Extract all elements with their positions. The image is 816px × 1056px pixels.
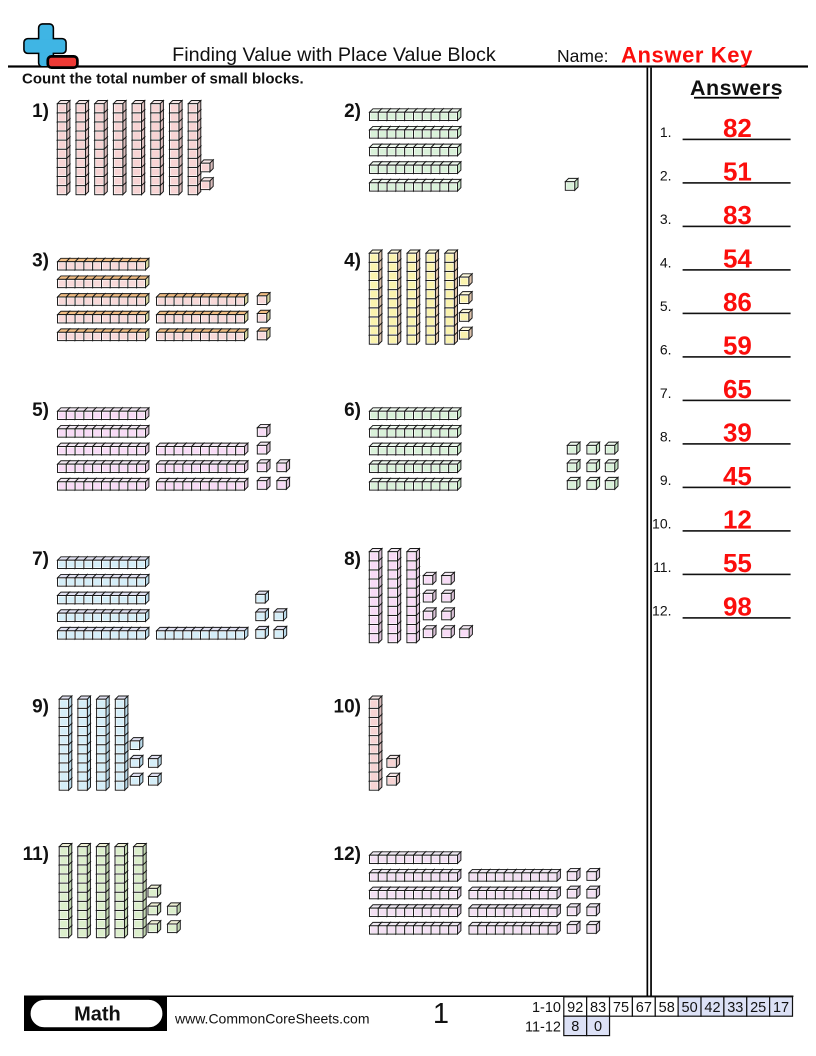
svg-text:Answers: Answers xyxy=(690,76,783,100)
svg-text:75: 75 xyxy=(613,1000,629,1016)
svg-text:5.: 5. xyxy=(660,298,672,314)
svg-text:1: 1 xyxy=(433,998,449,1030)
svg-text:1.: 1. xyxy=(660,124,672,140)
svg-text:Math: Math xyxy=(74,1003,121,1025)
svg-text:17: 17 xyxy=(773,1000,789,1016)
svg-text:25: 25 xyxy=(750,1000,766,1016)
svg-text:8): 8) xyxy=(344,549,361,570)
svg-text:83: 83 xyxy=(590,1000,606,1016)
svg-text:2.: 2. xyxy=(660,168,672,184)
svg-text:33: 33 xyxy=(727,1000,743,1016)
svg-text:0: 0 xyxy=(594,1019,602,1035)
svg-text:86: 86 xyxy=(723,287,752,317)
svg-text:6): 6) xyxy=(344,400,361,421)
svg-text:12: 12 xyxy=(723,505,752,535)
svg-text:4): 4) xyxy=(344,250,361,271)
svg-text:39: 39 xyxy=(723,418,752,448)
svg-text:54: 54 xyxy=(723,244,752,274)
svg-text:Count the total number of smal: Count the total number of small blocks. xyxy=(22,71,304,88)
svg-text:58: 58 xyxy=(659,1000,675,1016)
svg-text:5): 5) xyxy=(32,400,49,421)
svg-text:42: 42 xyxy=(704,1000,720,1016)
svg-text:1): 1) xyxy=(32,101,49,122)
svg-text:Finding Value with Place Value: Finding Value with Place Value Block xyxy=(172,44,496,66)
svg-text:12.: 12. xyxy=(652,603,671,619)
svg-text:Name:: Name: xyxy=(557,46,609,66)
svg-text:50: 50 xyxy=(682,1000,698,1016)
svg-text:11.: 11. xyxy=(653,559,671,575)
svg-text:65: 65 xyxy=(723,374,752,404)
svg-text:7.: 7. xyxy=(660,385,672,401)
svg-text:Answer Key: Answer Key xyxy=(621,43,753,68)
svg-text:4.: 4. xyxy=(660,255,672,271)
svg-text:8: 8 xyxy=(571,1019,579,1035)
svg-text:51: 51 xyxy=(723,157,752,187)
svg-text:98: 98 xyxy=(723,592,752,622)
svg-text:2): 2) xyxy=(344,101,361,122)
svg-text:55: 55 xyxy=(723,548,752,578)
svg-text:3.: 3. xyxy=(660,211,672,227)
svg-text:www.CommonCoreSheets.com: www.CommonCoreSheets.com xyxy=(174,1011,370,1027)
svg-text:6.: 6. xyxy=(660,342,672,358)
svg-text:67: 67 xyxy=(636,1000,652,1016)
svg-text:9.: 9. xyxy=(660,472,672,488)
svg-text:7): 7) xyxy=(32,549,49,570)
svg-text:11): 11) xyxy=(23,844,49,865)
svg-text:10.: 10. xyxy=(652,516,671,532)
svg-text:11-12: 11-12 xyxy=(525,1019,561,1035)
svg-text:8.: 8. xyxy=(660,429,672,445)
svg-text:82: 82 xyxy=(723,113,752,143)
svg-text:10): 10) xyxy=(334,696,361,717)
svg-text:3): 3) xyxy=(32,250,49,271)
svg-text:45: 45 xyxy=(723,461,752,491)
svg-text:59: 59 xyxy=(723,331,752,361)
svg-text:9): 9) xyxy=(32,696,49,717)
svg-text:92: 92 xyxy=(567,1000,583,1016)
svg-text:83: 83 xyxy=(723,200,752,230)
svg-text:12): 12) xyxy=(334,844,361,865)
svg-text:1-10: 1-10 xyxy=(532,1000,561,1016)
